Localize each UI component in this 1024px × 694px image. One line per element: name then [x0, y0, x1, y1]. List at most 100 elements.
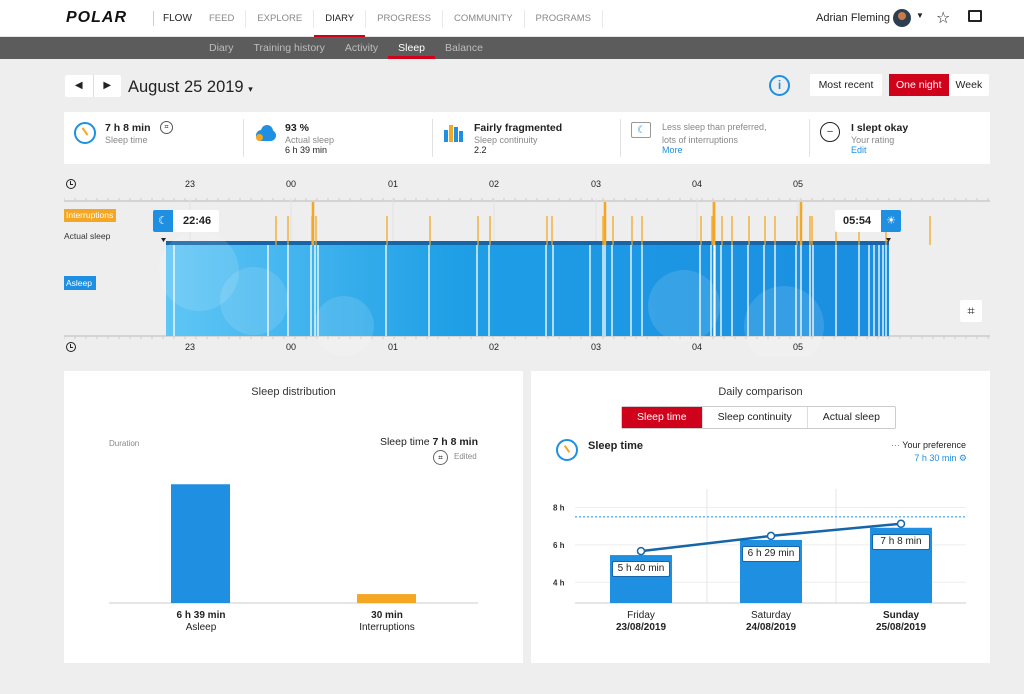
messages-icon[interactable]: [968, 10, 982, 22]
distribution-bar-asleep[interactable]: [171, 484, 230, 603]
preference-value-text: 7 h 30 min: [914, 453, 957, 463]
end-marker-icon: [886, 238, 891, 242]
clock-icon: [66, 342, 76, 352]
moon-icon: ☾: [153, 210, 173, 232]
day-label: Sunday: [882, 610, 920, 621]
hour-tick-label: 03: [591, 179, 602, 189]
sleep-end-time: 05:54: [843, 215, 872, 227]
sleep-summary: 7 h 8 min Sleep time ⌗ 93 % Actual sleep 6 h …: [64, 112, 990, 164]
favorites-star-icon[interactable]: ☆: [936, 10, 951, 27]
day-label: Friday: [627, 610, 655, 621]
subnav-item-diary[interactable]: Diary: [209, 42, 234, 54]
y-tick-label: 6 h: [553, 541, 565, 550]
date-label: 25/08/2019: [875, 622, 927, 633]
date-picker[interactable]: August 25 2019 ▾: [128, 78, 253, 97]
summary-primary: 93 %: [285, 122, 309, 134]
summary-primary: Less sleep than preferred,: [662, 122, 767, 132]
rating-face-icon: –: [820, 122, 840, 142]
diary-subnav: Diary Training history Activity Sleep Balanc…: [199, 37, 493, 59]
y-tick-label: 8 h: [553, 504, 565, 513]
trend-point[interactable]: [896, 519, 906, 529]
sleep-end-badge[interactable]: 05:54 ☀: [835, 210, 901, 232]
subnav-item-balance[interactable]: Balance: [445, 42, 483, 54]
time-scale-bottom: 23 00 01 02 03 04 05: [64, 342, 990, 355]
nav-item-diary[interactable]: DIARY: [314, 10, 367, 38]
hour-tick-label: 00: [286, 342, 297, 352]
trend-point[interactable]: [766, 531, 776, 541]
date-label: 23/08/2019: [615, 622, 667, 633]
avatar[interactable]: [893, 9, 911, 27]
tab-sleep-continuity[interactable]: Sleep continuity: [703, 407, 808, 428]
edited-icon: ⌗: [433, 450, 448, 465]
value-label: 7 h 8 min: [872, 533, 930, 550]
nav-item-explore[interactable]: EXPLORE: [246, 10, 315, 28]
edit-sleep-time-icon[interactable]: ⌗: [160, 121, 173, 134]
bar-category-label: Interruptions: [359, 622, 415, 633]
subnav-item-sleep[interactable]: Sleep: [388, 37, 435, 59]
total-value: 7 h 8 min: [432, 436, 478, 448]
subnav-item-training-history[interactable]: Training history: [253, 42, 325, 54]
user-menu-caret-icon[interactable]: ▼: [916, 11, 924, 20]
panel-title: Sleep distribution: [251, 386, 336, 398]
polar-logo[interactable]: POLAR: [66, 9, 127, 26]
subnav-item-activity[interactable]: Activity: [344, 42, 379, 54]
sunrise-icon: ☀: [881, 210, 901, 232]
hypnogram-chart: [64, 198, 990, 356]
y-tick-label: 4 h: [553, 578, 565, 587]
summary-link[interactable]: More: [662, 145, 683, 155]
view-toggle: One night Week: [889, 74, 990, 96]
clock-icon: [66, 179, 76, 189]
bar-value-label: 30 min: [371, 610, 403, 621]
crop-icon[interactable]: ⌗: [960, 300, 982, 322]
sleep-feedback-icon: ☾: [631, 122, 651, 138]
summary-item: Fairly fragmented Sleep continuity 2.2: [433, 112, 621, 164]
date-label: 24/08/2019: [745, 622, 797, 633]
actual-sleep-icon: [254, 122, 276, 144]
hour-tick-label: 23: [185, 342, 196, 352]
nav-item-feed[interactable]: FEED: [198, 10, 247, 28]
trend-point[interactable]: [636, 546, 646, 556]
tab-actual-sleep[interactable]: Actual sleep: [822, 411, 880, 423]
sleep-distribution-panel: Sleep distribution Duration Sleep time 7…: [64, 371, 523, 663]
next-day-button[interactable]: ▶: [103, 80, 112, 91]
start-marker-icon: [161, 238, 166, 242]
cloud-shape: [220, 267, 288, 335]
y-axis-label: Duration: [109, 439, 140, 448]
hour-tick-label: 01: [388, 179, 399, 189]
preference-label: Your preference: [902, 440, 966, 450]
hour-tick-label: 03: [591, 342, 602, 352]
previous-day-button[interactable]: ◀: [65, 75, 94, 97]
divider: [620, 119, 621, 157]
distribution-bar-interruptions[interactable]: [357, 594, 416, 603]
summary-value: 6 h 39 min: [285, 145, 328, 155]
summary-value: 2.2: [474, 145, 487, 155]
most-recent-button[interactable]: Most recent: [810, 74, 882, 96]
user-name[interactable]: Adrian Fleming: [816, 12, 890, 24]
hour-tick-label: 23: [185, 179, 196, 189]
nav-item-progress[interactable]: PROGRESS: [366, 10, 443, 28]
top-navigation-bar: POLAR FLOW FEED EXPLORE DIARY PROGRESS COMMU…: [0, 0, 1024, 38]
hour-tick-label: 02: [489, 342, 500, 352]
asleep-area: [166, 243, 889, 336]
sleep-start-time: 22:46: [183, 215, 212, 227]
sleep-start-badge[interactable]: ☾ 22:46: [153, 210, 219, 232]
summary-item: 7 h 8 min Sleep time ⌗: [64, 112, 244, 164]
summary-secondary: lots of interruptions: [662, 135, 739, 145]
daily-comparison-panel: Daily comparison Sleep time Sleep continu…: [531, 371, 990, 663]
hour-tick-label: 02: [489, 179, 500, 189]
value-label: 6 h 29 min: [742, 545, 800, 562]
preference-value[interactable]: 7 h 30 min ⚙: [914, 453, 967, 464]
summary-link[interactable]: Edit: [851, 145, 867, 155]
cloud-shape: [314, 296, 374, 356]
actual-sleep-bar: [166, 241, 889, 245]
sleep-time-icon: [556, 439, 578, 461]
hour-tick-label: 04: [692, 342, 703, 352]
summary-secondary: Sleep time: [105, 135, 148, 145]
nav-item-community[interactable]: COMMUNITY: [443, 10, 525, 28]
tab-sleep-time[interactable]: Sleep time: [622, 407, 703, 428]
one-night-button[interactable]: One night: [889, 74, 949, 96]
week-button[interactable]: Week: [955, 79, 983, 91]
nav-item-programs[interactable]: PROGRAMS: [525, 10, 603, 28]
date-label: August 25 2019: [128, 78, 244, 96]
info-icon[interactable]: i: [769, 75, 790, 96]
